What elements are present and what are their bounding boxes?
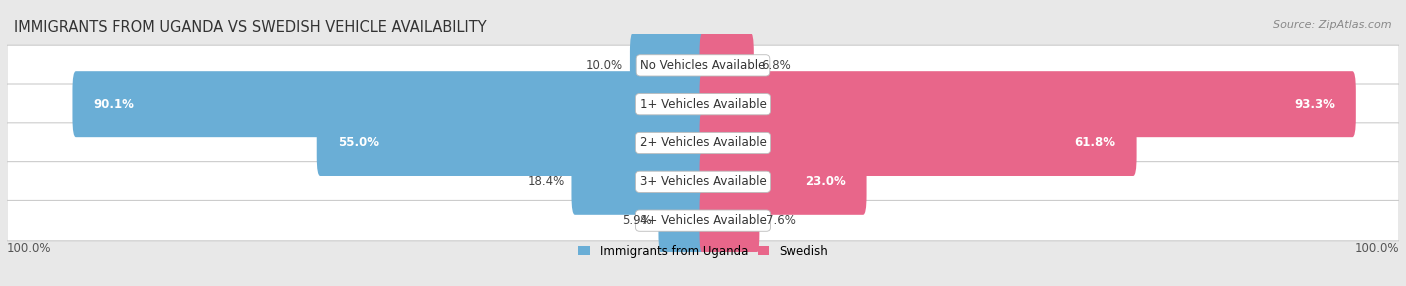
Text: 61.8%: 61.8%: [1074, 136, 1116, 150]
Text: No Vehicles Available: No Vehicles Available: [640, 59, 766, 72]
Text: 2+ Vehicles Available: 2+ Vehicles Available: [640, 136, 766, 150]
Text: 5.9%: 5.9%: [621, 214, 651, 227]
FancyBboxPatch shape: [700, 188, 759, 254]
Text: 90.1%: 90.1%: [93, 98, 134, 111]
FancyBboxPatch shape: [7, 84, 1399, 124]
Text: 6.8%: 6.8%: [761, 59, 790, 72]
FancyBboxPatch shape: [700, 149, 866, 215]
FancyBboxPatch shape: [700, 71, 1355, 137]
FancyBboxPatch shape: [7, 162, 1399, 202]
Text: 3+ Vehicles Available: 3+ Vehicles Available: [640, 175, 766, 188]
Legend: Immigrants from Uganda, Swedish: Immigrants from Uganda, Swedish: [574, 240, 832, 263]
Text: 93.3%: 93.3%: [1294, 98, 1334, 111]
FancyBboxPatch shape: [73, 71, 706, 137]
FancyBboxPatch shape: [7, 123, 1399, 163]
Text: IMMIGRANTS FROM UGANDA VS SWEDISH VEHICLE AVAILABILITY: IMMIGRANTS FROM UGANDA VS SWEDISH VEHICL…: [14, 20, 486, 35]
Text: 23.0%: 23.0%: [804, 175, 845, 188]
Text: 18.4%: 18.4%: [527, 175, 564, 188]
Text: 100.0%: 100.0%: [1354, 242, 1399, 255]
Text: 4+ Vehicles Available: 4+ Vehicles Available: [640, 214, 766, 227]
Text: Source: ZipAtlas.com: Source: ZipAtlas.com: [1274, 20, 1392, 30]
FancyBboxPatch shape: [7, 45, 1399, 86]
FancyBboxPatch shape: [700, 110, 1136, 176]
Text: 1+ Vehicles Available: 1+ Vehicles Available: [640, 98, 766, 111]
FancyBboxPatch shape: [316, 110, 706, 176]
FancyBboxPatch shape: [7, 200, 1399, 241]
Text: 10.0%: 10.0%: [586, 59, 623, 72]
Text: 7.6%: 7.6%: [766, 214, 796, 227]
Text: 55.0%: 55.0%: [337, 136, 378, 150]
FancyBboxPatch shape: [630, 32, 706, 98]
FancyBboxPatch shape: [700, 32, 754, 98]
FancyBboxPatch shape: [571, 149, 706, 215]
Text: 100.0%: 100.0%: [7, 242, 52, 255]
FancyBboxPatch shape: [658, 188, 706, 254]
